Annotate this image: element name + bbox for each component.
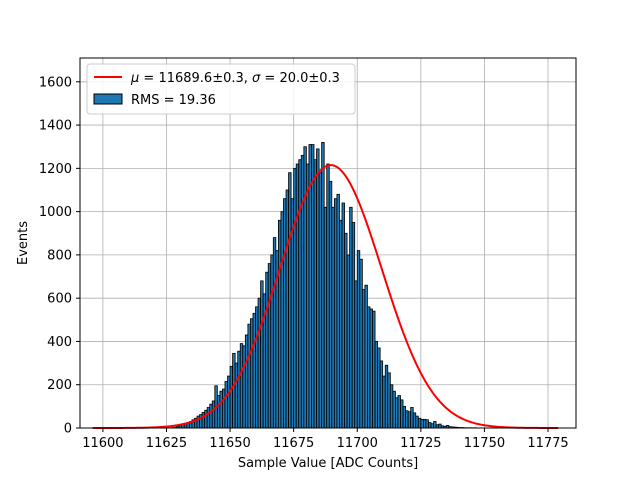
- x-tick-label: 11775: [527, 436, 568, 451]
- y-tick-label: 200: [47, 378, 72, 393]
- x-axis-label: Sample Value [ADC Counts]: [238, 456, 418, 471]
- plot-area-frame: [79, 57, 577, 429]
- legend-histogram-label: RMS = 19.36: [131, 93, 216, 108]
- y-tick-label: 400: [47, 335, 72, 350]
- legend-mu-value: = 11689.6±0.3,: [139, 71, 252, 86]
- x-tick-label: 11650: [209, 436, 250, 451]
- legend-mu-symbol: μ: [130, 71, 139, 86]
- legend-fit-label: μ = 11689.6±0.3, σ = 20.0±0.3: [130, 71, 340, 86]
- gaussian-fit-curve: [92, 164, 559, 429]
- legend-sigma-symbol: σ: [252, 71, 261, 86]
- y-tick-label: 1600: [39, 75, 72, 90]
- y-tick-label: 1400: [39, 119, 72, 134]
- legend-sigma-value: = 20.0±0.3: [260, 71, 340, 86]
- y-tick-label: 0: [64, 422, 72, 437]
- y-tick-label: 800: [47, 248, 72, 263]
- y-tick-label: 1000: [39, 205, 72, 220]
- legend-box: [86, 63, 356, 115]
- x-tick-label: 11725: [400, 436, 441, 451]
- y-axis-ticks: 0 200 400 600 800 1000 1200 1400 1600: [39, 75, 80, 437]
- x-axis-ticks: 11600 11625 11650 11675 11700 11725 11750 11775: [82, 428, 569, 451]
- y-tick-label: 600: [47, 292, 72, 307]
- legend: μ = 11689.6±0.3, σ = 20.0±0.3 RMS = 19.3…: [86, 63, 356, 115]
- x-tick-label: 11625: [146, 436, 187, 451]
- y-tick-label: 1200: [39, 162, 72, 177]
- y-axis-label: Events: [16, 221, 31, 265]
- legend-histogram-swatch: [93, 93, 123, 105]
- x-tick-label: 11675: [273, 436, 314, 451]
- x-tick-label: 11750: [464, 436, 505, 451]
- x-tick-label: 11700: [337, 436, 378, 451]
- x-tick-label: 11600: [82, 436, 123, 451]
